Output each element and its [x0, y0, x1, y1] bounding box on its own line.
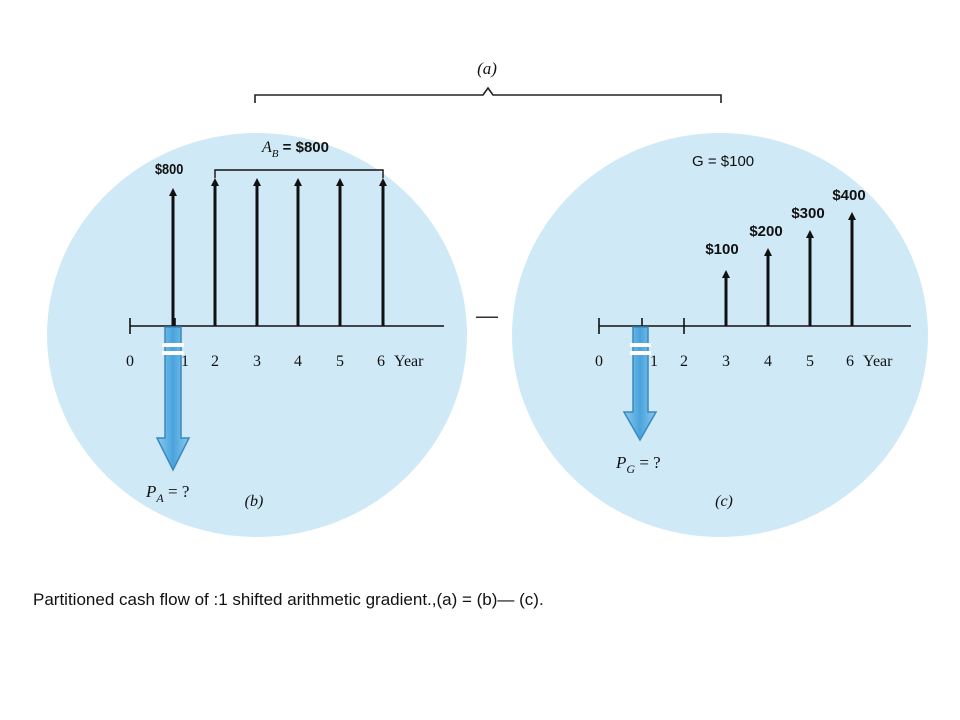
panel-b-present-value: = ?: [164, 482, 190, 501]
panel-b-break-mark: [162, 343, 184, 347]
panel-b-tick-labels: 0 1 2 3 4 5 6 Year: [126, 353, 424, 370]
panel-c-present-symbol: P: [615, 453, 626, 472]
top-brace: [254, 86, 722, 103]
panel-c-amount-year-6: $400: [832, 187, 865, 204]
panel-b-series-subscript: B: [272, 148, 279, 160]
panel-c-down-arrow: [622, 326, 658, 442]
label-a: (a): [477, 59, 497, 78]
panel-b-tick-label: 0: [126, 353, 134, 370]
panel-c-amount-year-3: $100: [705, 241, 738, 258]
panel-c-tick-label: 1: [650, 353, 658, 370]
figure-caption: Partitioned cash ﬂow of :1 shifted arith…: [33, 590, 544, 609]
panel-b-tick-label: 6: [377, 353, 385, 370]
panel-b-series-label: AB = $800: [261, 139, 329, 160]
panel-b-break-mark: [162, 351, 184, 355]
panel-c: $100 $200 $300 $400 G = $100 0 1 2 3 4 5…: [512, 133, 928, 537]
panel-c-tick-label: 5: [806, 353, 814, 370]
panel-b-first-amount: $800: [155, 160, 184, 177]
panel-c-circle: [512, 133, 928, 537]
panel-c-break-mark: [630, 351, 651, 355]
panel-b-present-symbol: P: [145, 482, 156, 501]
panel-c-tick-label: 6: [846, 353, 854, 370]
panel-c-amount-year-5: $300: [791, 205, 824, 222]
panel-c-present-worth: PG = ?: [615, 453, 661, 476]
panel-b-tick-label: 4: [294, 353, 302, 370]
panel-b-circle: [47, 133, 467, 537]
panel-c-tick-label: 0: [595, 353, 603, 370]
panel-c-tick-labels: 0 1 2 3 4 5 6 Year: [595, 353, 893, 370]
panel-b-present-subscript: A: [155, 491, 164, 505]
panel-c-present-subscript: G: [626, 462, 635, 476]
panel-c-tick-label: 2: [680, 353, 688, 370]
panel-c-break-mark: [630, 343, 651, 347]
panel-c-tick-label: 3: [722, 353, 730, 370]
panel-b-present-worth: PA = ?: [145, 482, 189, 505]
panel-b-tick-label: 5: [336, 353, 344, 370]
panel-b-series-value: = $800: [279, 139, 329, 156]
minus-sign: —: [476, 303, 498, 328]
panel-c-tick-label: 4: [764, 353, 772, 370]
panel-b-tick-label: 3: [253, 353, 261, 370]
panel-b-label: (b): [245, 493, 264, 510]
panel-c-axis-word: Year: [863, 353, 893, 370]
panel-c-label: (c): [715, 493, 733, 510]
panel-c-amount-year-4: $200: [749, 223, 782, 240]
panel-b-series-symbol: A: [261, 139, 272, 156]
panel-b-tick-label: 2: [211, 353, 219, 370]
panel-b-series-bracket: [214, 169, 384, 178]
panel-c-present-value: = ?: [635, 453, 661, 472]
panel-b-tick-label: 1: [181, 353, 189, 370]
panel-b: $800 AB = $800 0 1 2 3 4 5 6 Year PA = ?…: [47, 133, 467, 537]
panel-b-axis-word: Year: [394, 353, 424, 370]
panel-c-gradient-label: G = $100: [692, 153, 754, 170]
